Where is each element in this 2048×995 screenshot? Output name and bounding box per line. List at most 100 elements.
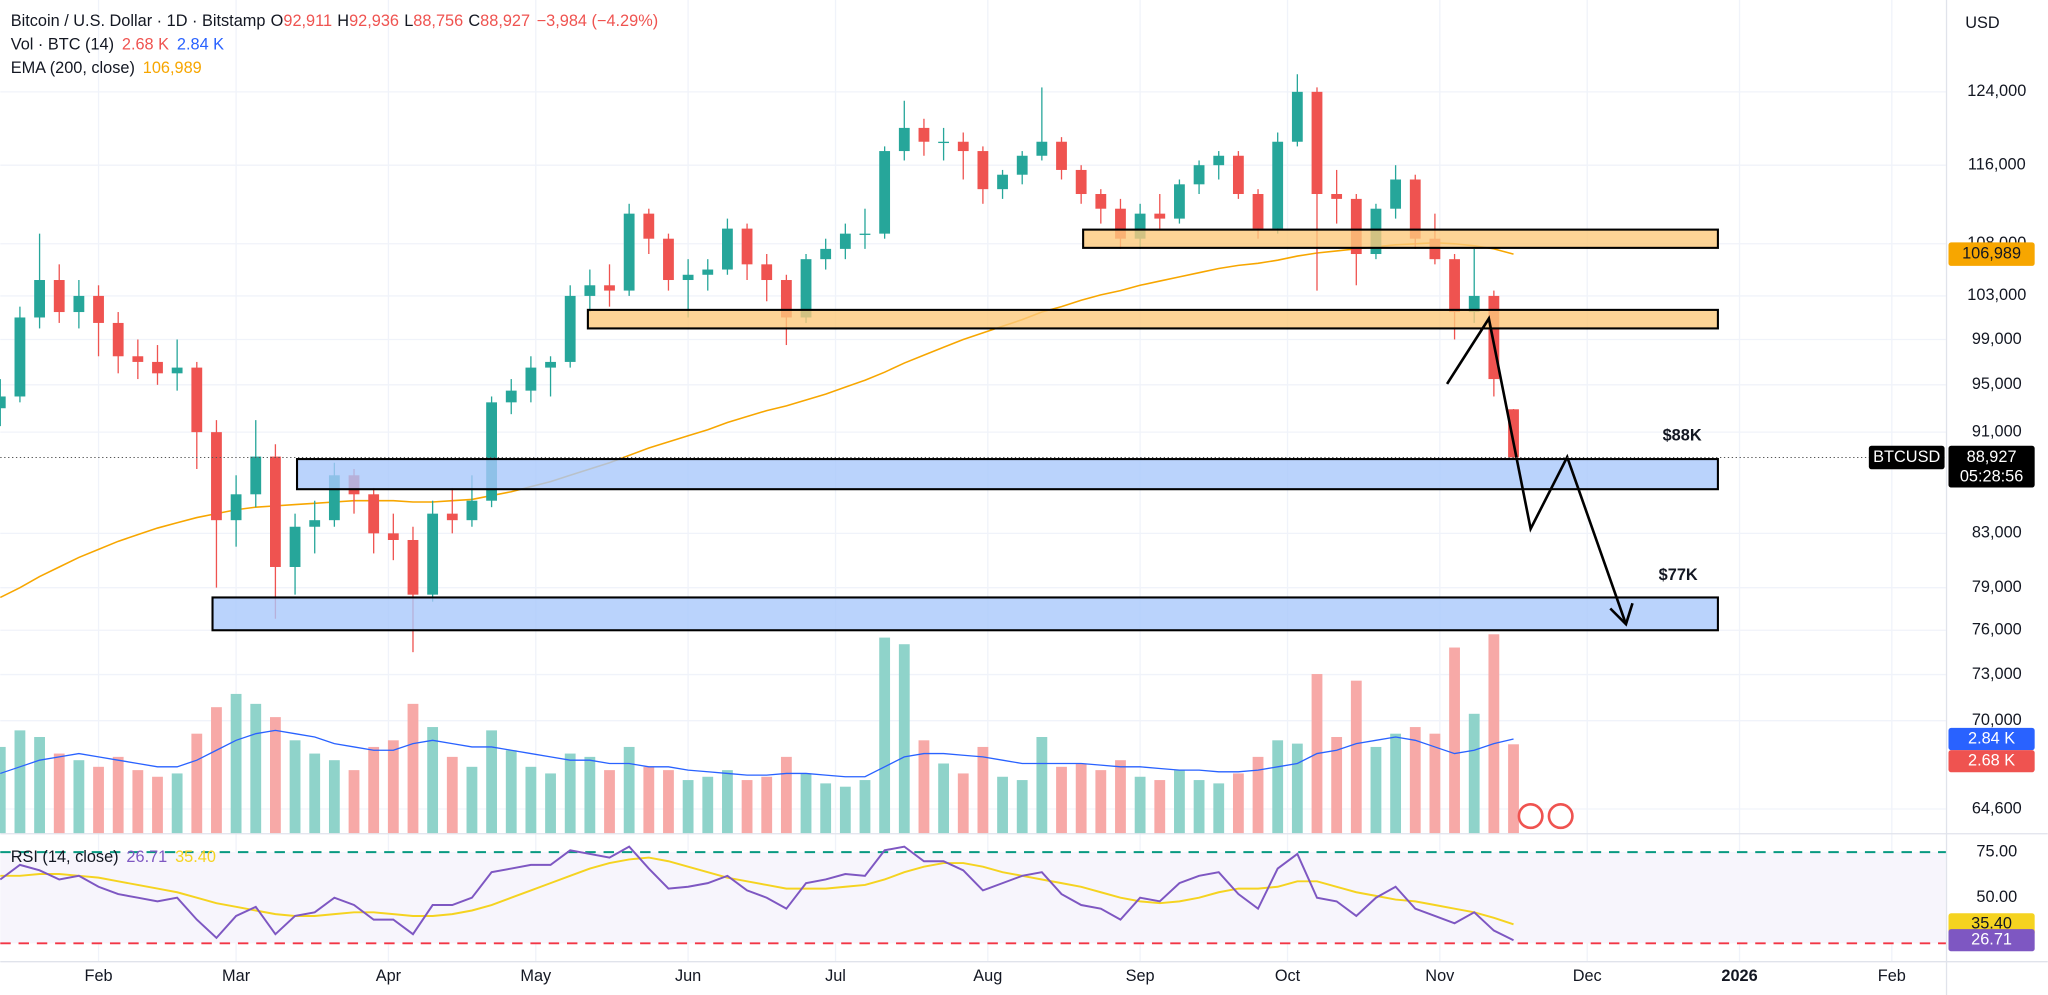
ema-value-box: [1948, 242, 2035, 266]
x-tick-label: Aug: [973, 967, 1002, 985]
volume-bar: [368, 746, 380, 834]
rsi-ma-line: [0, 856, 1514, 926]
legend-line: Bitcoin / U.S. Dollar · 1D · Bitstamp O92…: [11, 13, 658, 31]
volume-bar: [1232, 773, 1244, 834]
volume-bar: [1134, 776, 1146, 834]
candle-body: [879, 151, 891, 234]
volume-ma-label: 2.84 K: [1968, 729, 2015, 747]
legend-line: Vol · BTC (14) 2.68 K 2.84 K: [11, 36, 224, 54]
candle-body: [93, 295, 104, 323]
legend-item: H: [337, 13, 349, 31]
volume-bar: [1488, 634, 1500, 834]
volume-bar: [1193, 780, 1205, 834]
candle-body: [1075, 169, 1087, 195]
volume-bar: [682, 780, 694, 834]
candle-body: [289, 526, 301, 567]
volume-ma-box: [1948, 727, 2035, 751]
volume-bar: [938, 763, 950, 834]
candle-body: [270, 456, 281, 567]
candle-body: [211, 432, 222, 521]
candle-body: [859, 233, 871, 235]
volume-bar: [270, 717, 281, 834]
candle-body: [898, 127, 910, 152]
symbol-label: BTCUSD: [1873, 448, 1940, 466]
volume-bar: [289, 740, 301, 834]
x-tick-label: Apr: [376, 967, 402, 985]
volume-bar: [839, 786, 851, 834]
volume-value-label: 2.68 K: [1968, 751, 2015, 769]
candle-body: [1134, 213, 1146, 239]
volume-bar: [1331, 736, 1343, 834]
x-tick-label: Nov: [1425, 967, 1455, 985]
rsi-tick-label: 50.00: [1976, 888, 2017, 906]
candle-body: [328, 475, 340, 521]
volume-bar: [643, 766, 655, 834]
volume-bar: [564, 753, 576, 834]
volume-bar: [1350, 680, 1362, 834]
candle-body: [53, 280, 65, 313]
candle-body: [368, 494, 380, 534]
forecast-path: [1445, 315, 1628, 625]
volume-value-box: [1948, 750, 2035, 773]
x-tick-label: Mar: [222, 967, 251, 985]
candle-body: [1508, 409, 1519, 458]
legend-item: C: [468, 13, 480, 31]
volume-bar: [604, 770, 615, 834]
forecast-arrowhead: [1609, 602, 1634, 627]
candle-body: [800, 259, 812, 318]
volume-bar: [34, 736, 45, 834]
volume-bar: [663, 770, 674, 834]
x-tick-label: Sep: [1126, 967, 1155, 985]
candle-body: [1468, 295, 1480, 313]
volume-bar: [977, 746, 989, 834]
y-tick-label: 116,000: [1968, 156, 2026, 174]
rsi-pane-band: [0, 852, 1946, 944]
volume-bar: [1409, 727, 1421, 834]
candle-body: [1449, 259, 1460, 313]
y-tick-label: 103,000: [1967, 286, 2026, 304]
candle-body: [407, 539, 419, 595]
y-tick-label: 99,000: [1972, 330, 2022, 348]
x-tick-label: Jun: [675, 967, 701, 985]
candle-body: [584, 285, 596, 296]
volume-bar: [407, 703, 419, 834]
rsi-value-label: 26.71: [1971, 931, 2012, 949]
legend-item: L: [404, 13, 413, 31]
candle-body: [505, 390, 517, 403]
candle-body: [525, 367, 537, 391]
volume-bar: [1390, 733, 1402, 834]
price-zone: [586, 308, 1719, 330]
volume-bar: [1016, 780, 1028, 834]
volume-bar: [859, 780, 871, 834]
volume-bar: [505, 750, 517, 834]
candle-body: [14, 317, 26, 397]
volume-bar: [623, 746, 635, 834]
candle-body: [1115, 208, 1126, 239]
countdown-label: 05:28:56: [1960, 467, 2024, 485]
candle-body: [1232, 155, 1244, 195]
candle-body: [1193, 165, 1205, 185]
volume-bar: [584, 756, 596, 834]
volume-bar: [427, 727, 439, 834]
candle-body: [938, 141, 950, 144]
volume-bar: [1213, 783, 1225, 834]
volume-bar: [780, 756, 792, 834]
legend-item: O: [271, 13, 284, 31]
volume-bar: [1115, 760, 1126, 834]
symbol-label-box: [1868, 445, 1945, 470]
candle-body: [1291, 91, 1303, 142]
volume-bar: [820, 783, 832, 834]
candle-body: [230, 494, 242, 521]
volume-bar: [800, 773, 812, 834]
ema-line: [0, 241, 1514, 599]
candle-body: [427, 513, 439, 595]
candle-body: [977, 151, 989, 190]
rsi-value-box: [1948, 929, 2035, 952]
candle-body: [1174, 184, 1185, 219]
event-icon: [1517, 803, 1544, 830]
candle-body: [820, 248, 832, 260]
last-price-label: 88,927: [1967, 448, 2017, 466]
volume-bar: [1429, 733, 1441, 834]
candle-body: [918, 127, 930, 142]
volume-bar: [348, 770, 360, 834]
